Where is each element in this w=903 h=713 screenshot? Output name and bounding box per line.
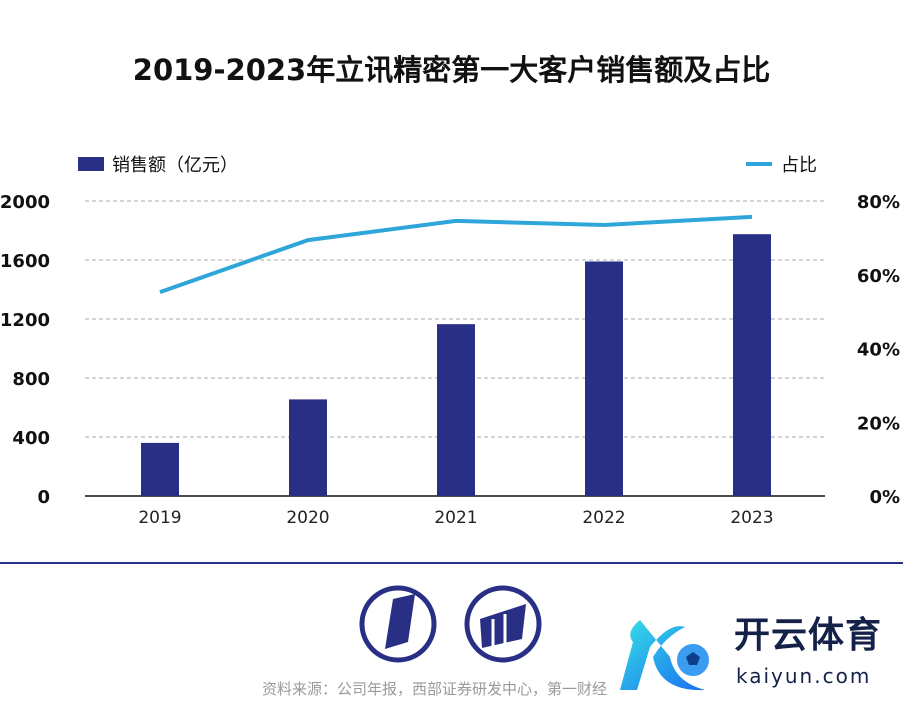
y-left-tick: 800	[12, 369, 50, 390]
y-right-tick: 20%	[857, 413, 900, 434]
bar-2021	[437, 324, 475, 496]
bar-2023	[733, 234, 771, 496]
bar-2022	[585, 261, 623, 496]
x-tick: 2022	[582, 508, 625, 528]
chart-title: 2019-2023年立讯精密第一大客户销售额及占比	[132, 53, 771, 87]
x-tick: 2020	[286, 508, 329, 528]
legend-bar-label: 销售额（亿元）	[112, 155, 238, 176]
watermark-en: kaiyun.com	[736, 664, 872, 688]
legend-line-label: 占比	[781, 155, 817, 176]
share-line	[159, 214, 753, 294]
y-right-tick: 0%	[869, 487, 900, 508]
y-left-tick: 1600	[0, 251, 50, 272]
watermark-cn: 开云体育	[734, 615, 883, 656]
y-right-tick: 40%	[857, 340, 900, 361]
y-left-tick: 0	[37, 487, 50, 508]
source-note: 资料来源：公司年报，西部证券研发中心，第一财经	[262, 680, 608, 698]
y-right-tick: 60%	[857, 266, 900, 287]
y-left-tick: 2000	[0, 192, 50, 213]
bar-2020	[289, 399, 327, 496]
y-right-tick: 80%	[857, 192, 900, 213]
legend-bar-swatch	[78, 157, 104, 171]
x-tick: 2021	[434, 508, 477, 528]
x-tick: 2019	[138, 508, 181, 528]
kaiyun-logo-icon	[620, 620, 711, 691]
divider	[0, 562, 903, 564]
publisher-logo	[359, 585, 542, 663]
bar-2019	[141, 442, 179, 496]
y-left-tick: 400	[12, 428, 50, 449]
y-left-tick: 1200	[0, 310, 50, 331]
x-tick: 2023	[730, 508, 773, 528]
